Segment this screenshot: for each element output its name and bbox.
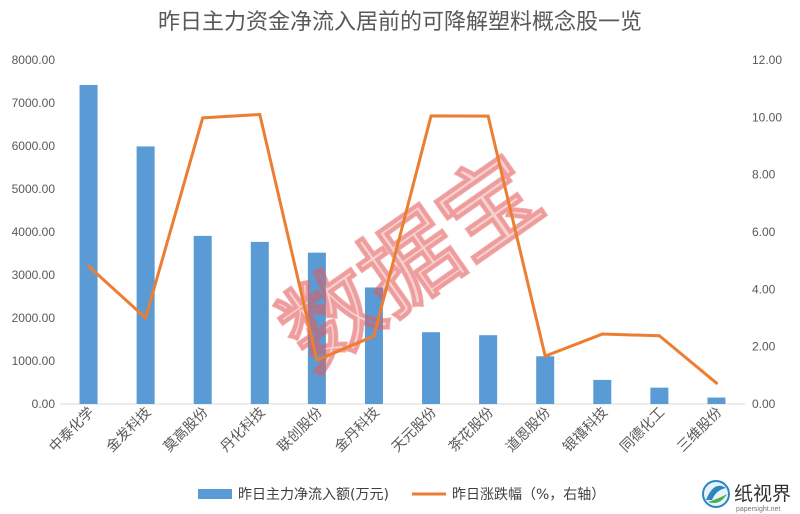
bar-series — [79, 84, 726, 404]
logo-name: 纸视界 — [734, 483, 791, 505]
bar — [479, 335, 498, 404]
x-axis-tick-label: 茶花股份 — [446, 405, 497, 456]
legend-bar-swatch — [198, 489, 232, 499]
left-axis-tick-label: 8000.00 — [12, 53, 56, 67]
left-axis-tick-label: 7000.00 — [12, 96, 56, 110]
right-axis-tick-label: 12.00 — [752, 53, 782, 67]
x-axis-tick-label: 莫高股份 — [160, 404, 212, 456]
line-point — [87, 264, 91, 268]
bar — [193, 235, 212, 404]
legend: 昨日主力净流入额(万元) 昨日涨跌幅（%，右轴） — [198, 487, 605, 503]
legend-line-label: 昨日涨跌幅（%，右轴） — [452, 487, 605, 503]
line-point — [714, 381, 718, 385]
bar — [250, 241, 269, 404]
x-axis-tick-label: 同德化工 — [617, 405, 668, 456]
logo-swirl-icon — [702, 480, 730, 508]
bar — [307, 252, 326, 404]
legend-bar-label: 昨日主力净流入额(万元) — [238, 487, 389, 503]
line-point — [315, 358, 319, 362]
x-axis-tick-label: 丹化科技 — [218, 405, 269, 456]
bar — [707, 397, 726, 404]
watermark: 数据宝 — [260, 134, 560, 391]
x-axis-tick-label: 联创股份 — [275, 405, 326, 456]
bar — [650, 387, 669, 404]
x-axis-tick-label: 银禧科技 — [560, 405, 611, 456]
bar — [136, 146, 155, 404]
x-axis-tick-label: 金发科技 — [104, 405, 155, 456]
line-point — [144, 316, 148, 320]
right-axis-tick-label: 6.00 — [752, 225, 776, 239]
line-series-path — [87, 112, 718, 385]
x-axis-tick-label: 金丹科技 — [332, 405, 383, 456]
logo-url: papersight.net — [736, 506, 780, 513]
line-point — [372, 334, 376, 338]
logo: 纸视界 papersight.net — [702, 480, 791, 513]
left-axis-tick-label: 0.00 — [32, 397, 56, 411]
right-axis-tick-label: 8.00 — [752, 168, 776, 182]
x-axis-tick-label: 道恩股份 — [503, 405, 554, 456]
left-axis-tick-label: 5000.00 — [12, 182, 56, 196]
x-axis-tick-label: 三维股份 — [674, 405, 725, 456]
x-axis-tick-label: 天元股份 — [389, 405, 440, 456]
axes: 0.00 1000.00 2000.00 3000.00 4000.00 5000.00 6… — [12, 53, 783, 411]
line-point — [486, 114, 490, 118]
line-point — [600, 332, 604, 336]
line-series — [87, 112, 718, 385]
left-axis-tick-label: 3000.00 — [12, 268, 56, 282]
left-axis-tick-label: 4000.00 — [12, 225, 56, 239]
bar — [536, 356, 555, 404]
x-axis-tick-label: 中泰化学 — [46, 405, 97, 456]
bar — [79, 84, 98, 404]
bar — [593, 379, 612, 404]
chart-title: 昨日主力资金净流入居前的可降解塑料概念股一览 — [158, 10, 642, 35]
right-axis-tick-label: 4.00 — [752, 282, 776, 296]
line-point — [543, 354, 547, 358]
left-axis-tick-label: 2000.00 — [12, 311, 56, 325]
bar — [422, 332, 441, 404]
x-axis-labels: 中泰化学 金发科技 莫高股份 丹化科技 联创股份 金丹科技 天元股份 茶花股份 道恩股份 银禧科技… — [46, 404, 725, 456]
right-axis-tick-label: 0.00 — [752, 397, 776, 411]
line-point — [657, 334, 661, 338]
line-point — [201, 116, 205, 120]
right-axis-tick-label: 2.00 — [752, 340, 776, 354]
right-axis-tick-label: 10.00 — [752, 110, 782, 124]
left-axis-tick-label: 1000.00 — [12, 354, 56, 368]
left-axis-tick-label: 6000.00 — [12, 139, 56, 153]
line-point — [429, 114, 433, 118]
line-point — [258, 112, 262, 116]
